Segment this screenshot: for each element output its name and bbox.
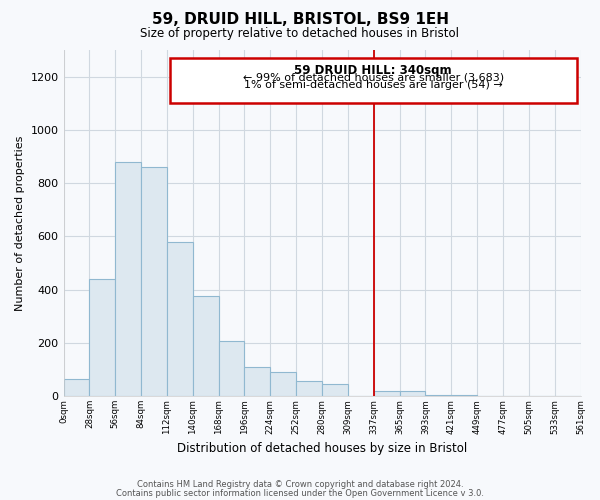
Text: Contains public sector information licensed under the Open Government Licence v : Contains public sector information licen…: [116, 488, 484, 498]
Text: 59 DRUID HILL: 340sqm: 59 DRUID HILL: 340sqm: [294, 64, 452, 77]
Text: 59, DRUID HILL, BRISTOL, BS9 1EH: 59, DRUID HILL, BRISTOL, BS9 1EH: [151, 12, 449, 28]
Bar: [89, 279, 115, 396]
Bar: [141, 167, 167, 396]
Bar: [271, 372, 296, 396]
Bar: [425, 394, 451, 396]
Y-axis label: Number of detached properties: Number of detached properties: [15, 136, 25, 310]
Bar: [167, 242, 193, 396]
Text: Contains HM Land Registry data © Crown copyright and database right 2024.: Contains HM Land Registry data © Crown c…: [137, 480, 463, 489]
Bar: [244, 366, 271, 396]
Bar: [193, 296, 218, 396]
Bar: [451, 395, 477, 396]
Text: Size of property relative to detached houses in Bristol: Size of property relative to detached ho…: [140, 28, 460, 40]
Text: 1% of semi-detached houses are larger (54) →: 1% of semi-detached houses are larger (5…: [244, 80, 502, 90]
Text: ← 99% of detached houses are smaller (3,683): ← 99% of detached houses are smaller (3,…: [242, 72, 503, 83]
X-axis label: Distribution of detached houses by size in Bristol: Distribution of detached houses by size …: [177, 442, 467, 455]
FancyBboxPatch shape: [170, 58, 577, 103]
Bar: [374, 390, 400, 396]
Bar: [322, 384, 348, 396]
Bar: [64, 378, 89, 396]
Bar: [115, 162, 141, 396]
Bar: [400, 391, 425, 396]
Bar: [218, 342, 244, 396]
Bar: [296, 382, 322, 396]
